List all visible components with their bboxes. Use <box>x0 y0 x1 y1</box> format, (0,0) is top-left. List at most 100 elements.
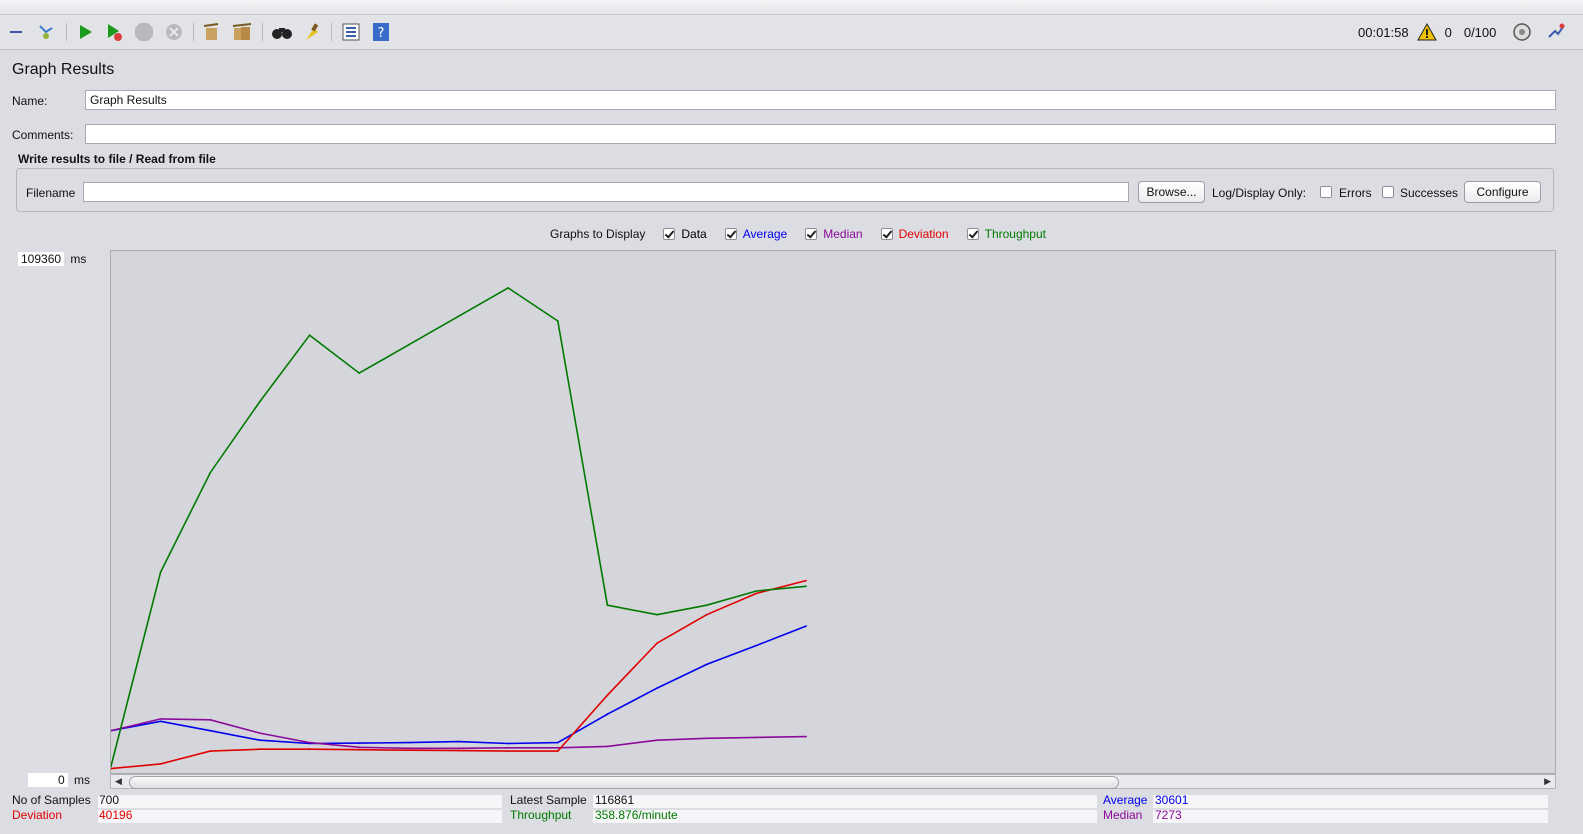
throughput-value: 358.876/minute <box>595 808 678 822</box>
shutdown-icon[interactable] <box>163 21 185 43</box>
series-point-average <box>656 687 658 689</box>
start-icon[interactable] <box>74 21 96 43</box>
latest-sample-label: Latest Sample <box>510 793 587 807</box>
toggle-icon[interactable] <box>35 21 57 43</box>
series-line-median <box>110 718 807 750</box>
series-point-throughput <box>556 320 559 322</box>
window-titlebar <box>0 0 1583 15</box>
y-min-value: 0 <box>28 773 68 787</box>
series-point-median <box>507 746 509 749</box>
series-point-average <box>705 663 708 666</box>
log-display-label: Log/Display Only: <box>1212 186 1307 200</box>
series-point-median <box>259 732 261 734</box>
toolbar-separator <box>331 23 332 41</box>
series-point-throughput <box>159 571 162 573</box>
y-min-unit: ms <box>74 773 91 787</box>
series-point-deviation <box>159 763 162 765</box>
filename-field[interactable] <box>83 182 1129 202</box>
series-point-throughput <box>507 287 509 289</box>
name-field[interactable]: Graph Results <box>85 90 1556 110</box>
collapse-icon[interactable] <box>5 21 27 43</box>
help-icon[interactable]: ? <box>370 21 392 43</box>
stats-panel: No of Samples 700 Latest Sample 116861 A… <box>0 792 1583 834</box>
active-threads: 0/100 <box>1463 24 1497 40</box>
series-line-throughput <box>110 286 807 767</box>
series-point-deviation <box>656 642 658 644</box>
clear-icon[interactable] <box>200 21 222 43</box>
y-max-label: 109360 ms <box>18 252 86 266</box>
median-checkbox[interactable] <box>805 228 818 240</box>
reset-search-icon[interactable] <box>301 21 323 43</box>
series-point-average <box>159 720 162 723</box>
series-point-average <box>408 741 410 744</box>
series-point-deviation <box>457 749 460 752</box>
search-icon[interactable] <box>271 21 293 43</box>
series-point-median <box>159 718 162 720</box>
warning-icon[interactable] <box>1416 23 1437 41</box>
data-checkbox[interactable] <box>663 228 676 240</box>
scroll-right-icon[interactable]: ▶ <box>1544 776 1551 786</box>
series-point-median <box>656 739 658 742</box>
series-point-deviation <box>308 748 311 751</box>
log-viewer-icon[interactable] <box>1546 22 1566 42</box>
remote-status-icon[interactable] <box>1512 22 1532 42</box>
series-point-average <box>358 742 361 744</box>
function-helper-icon[interactable] <box>340 21 362 43</box>
successes-checkbox[interactable] <box>1382 186 1394 198</box>
deviation-checkbox[interactable] <box>880 228 893 240</box>
series-point-throughput <box>656 613 658 616</box>
toolbar-separator <box>262 23 263 41</box>
comments-field[interactable] <box>85 124 1556 144</box>
series-point-median <box>805 735 807 738</box>
average-value: 30601 <box>1155 793 1189 807</box>
successes-label: Successes <box>1400 186 1459 200</box>
series-point-deviation <box>755 592 758 595</box>
series-point-median <box>705 737 708 740</box>
series-point-average <box>606 713 609 716</box>
series-line-average <box>110 625 807 745</box>
results-graph-canvas <box>110 286 807 770</box>
throughput-checkbox[interactable] <box>966 228 979 240</box>
y-max-unit: ms <box>70 252 87 266</box>
samples-value: 700 <box>99 793 120 807</box>
average-checkbox[interactable] <box>724 228 737 240</box>
series-point-throughput <box>308 334 311 337</box>
graph-scrollbar[interactable]: ◀ ▶ <box>110 774 1556 789</box>
errors-checkbox[interactable] <box>1320 186 1332 198</box>
median-option-label: Median <box>823 227 863 241</box>
filename-label: Filename <box>26 186 76 200</box>
series-point-average <box>805 625 807 627</box>
graphs-to-display-label: Graphs to Display <box>550 227 646 241</box>
deviation-label: Deviation <box>12 808 63 822</box>
series-point-throughput <box>606 604 609 607</box>
stop-icon[interactable] <box>133 21 155 43</box>
series-point-median <box>408 747 410 750</box>
clear-all-icon[interactable] <box>231 21 253 43</box>
series-point-throughput <box>110 765 112 768</box>
series-point-median <box>457 747 460 750</box>
start-no-pause-icon[interactable] <box>103 21 125 43</box>
series-point-deviation <box>259 748 261 751</box>
series-point-throughput <box>408 343 410 346</box>
series-point-median <box>755 736 758 739</box>
browse-button[interactable]: Browse... <box>1138 181 1205 203</box>
scrollbar-thumb[interactable] <box>129 776 1119 789</box>
series-point-throughput <box>358 372 361 374</box>
graphs-to-display: Graphs to Display Data Average Median De… <box>550 226 1046 242</box>
series-point-deviation <box>705 613 708 616</box>
scroll-left-icon[interactable]: ◀ <box>115 776 122 786</box>
samples-label: No of Samples <box>12 793 91 807</box>
series-point-deviation <box>408 749 410 752</box>
series-point-median <box>110 729 112 732</box>
average-option-label: Average <box>742 227 788 241</box>
series-point-throughput <box>259 400 261 403</box>
configure-button[interactable]: Configure <box>1464 181 1541 203</box>
series-point-average <box>209 729 212 732</box>
series-point-average <box>507 742 509 745</box>
name-label: Name: <box>12 94 48 108</box>
toolbar-separator <box>66 23 67 41</box>
y-max-value: 109360 <box>18 252 65 266</box>
series-point-median <box>308 741 311 744</box>
comments-label: Comments: <box>12 128 74 142</box>
errors-label: Errors <box>1339 186 1372 200</box>
